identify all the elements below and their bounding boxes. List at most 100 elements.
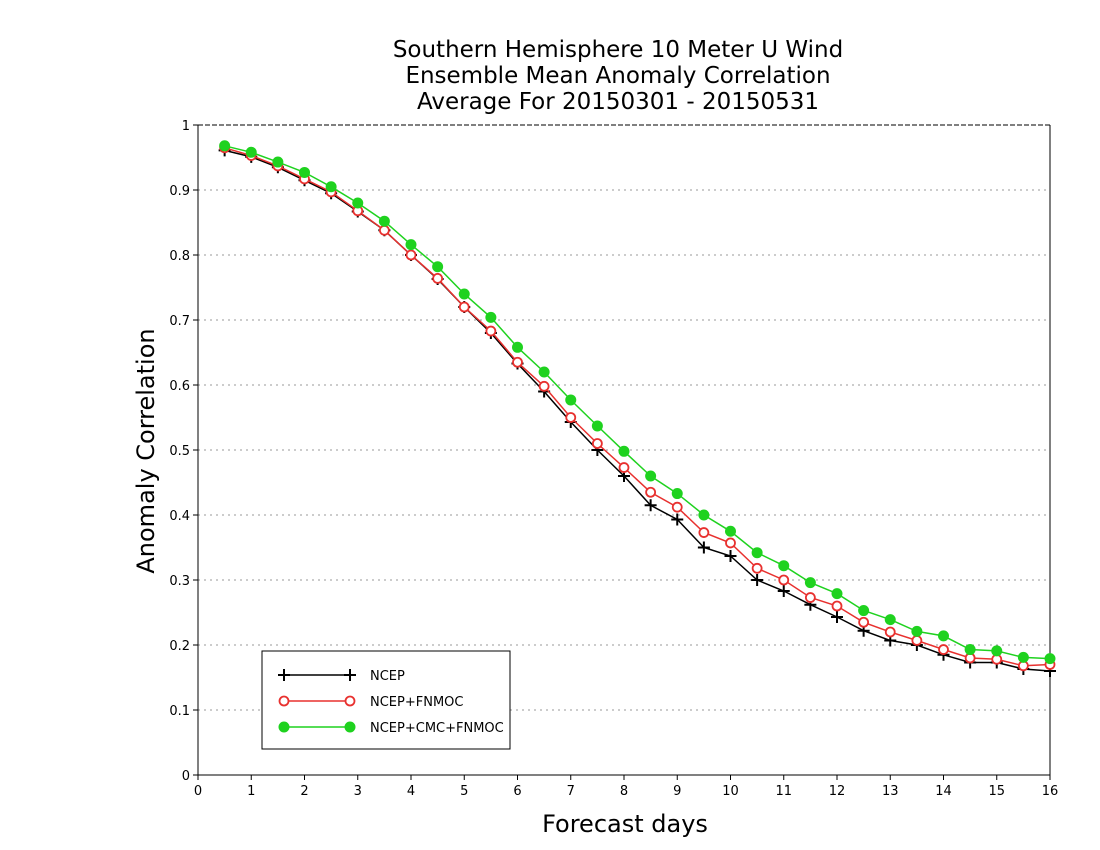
data-point-ncep-cmc-fnmoc xyxy=(378,215,390,227)
y-tick-label: 0.4 xyxy=(169,509,190,524)
x-tick-label: 11 xyxy=(775,784,792,799)
data-point-ncep-cmc-fnmoc xyxy=(884,614,896,626)
y-tick-label: 0.7 xyxy=(169,314,190,329)
data-point-ncep xyxy=(777,585,790,598)
legend-label-ncep-fnmoc: NCEP+FNMOC xyxy=(370,695,463,710)
y-tick-label: 0.6 xyxy=(169,379,190,394)
x-tick-label: 6 xyxy=(513,784,521,799)
data-point-ncep-cmc-fnmoc xyxy=(325,181,337,193)
y-tick-label: 0.8 xyxy=(169,249,190,264)
x-tick-label: 2 xyxy=(300,784,308,799)
legend-marker-ncep-cmc-fnmoc xyxy=(278,721,290,733)
x-tick-label: 15 xyxy=(988,784,1005,799)
data-point-ncep xyxy=(831,611,843,624)
data-point-ncep-fnmoc xyxy=(432,272,444,284)
data-point-ncep-fnmoc xyxy=(405,249,417,261)
data-point-ncep-fnmoc xyxy=(378,224,390,236)
data-point-ncep xyxy=(724,549,737,562)
data-point-ncep-fnmoc xyxy=(618,462,630,473)
data-point-ncep-fnmoc xyxy=(804,592,816,603)
data-point-ncep-cmc-fnmoc xyxy=(245,146,257,158)
x-tick-label: 10 xyxy=(722,784,739,799)
data-point-ncep-cmc-fnmoc xyxy=(645,470,657,482)
y-tick-label: 0.2 xyxy=(169,639,190,654)
data-point-ncep-cmc-fnmoc xyxy=(538,366,550,378)
x-tick-label: 8 xyxy=(620,784,628,799)
data-point-ncep-fnmoc xyxy=(591,438,603,449)
y-tick-label: 0 xyxy=(182,769,190,784)
data-point-ncep-cmc-fnmoc xyxy=(778,560,790,572)
legend-marker-ncep xyxy=(278,669,290,681)
data-point-ncep-fnmoc xyxy=(938,644,949,655)
y-tick-label: 0.9 xyxy=(169,184,190,199)
data-point-ncep-fnmoc xyxy=(911,635,923,646)
data-point-ncep-fnmoc xyxy=(831,600,843,612)
data-point-ncep-cmc-fnmoc xyxy=(591,420,603,432)
x-axis-label: Forecast days xyxy=(542,810,708,838)
data-point-ncep-cmc-fnmoc xyxy=(405,239,417,251)
x-tick-label: 3 xyxy=(354,784,362,799)
x-tick-label: 12 xyxy=(829,784,846,799)
chart-title-line-2: Ensemble Mean Anomaly Correlation xyxy=(405,63,831,89)
data-point-ncep-cmc-fnmoc xyxy=(1044,653,1056,665)
x-tick-label: 14 xyxy=(935,784,952,799)
data-point-ncep-cmc-fnmoc xyxy=(671,488,683,500)
data-point-ncep-cmc-fnmoc xyxy=(804,577,816,589)
series-line-ncep xyxy=(224,149,1051,672)
data-point-ncep-cmc-fnmoc xyxy=(858,605,870,617)
y-tick-label: 0.3 xyxy=(169,574,190,589)
data-point-ncep-fnmoc xyxy=(671,501,683,513)
data-point-ncep-fnmoc xyxy=(458,301,470,313)
data-point-ncep-cmc-fnmoc xyxy=(432,261,444,273)
legend-label-ncep: NCEP xyxy=(370,669,405,684)
data-point-ncep xyxy=(751,574,764,586)
data-point-ncep-cmc-fnmoc xyxy=(299,166,310,178)
y-tick-label: 0.5 xyxy=(169,444,190,459)
legend-marker-ncep xyxy=(344,669,356,681)
x-tick-label: 4 xyxy=(407,784,415,799)
data-point-ncep-cmc-fnmoc xyxy=(618,445,630,457)
x-tick-label: 0 xyxy=(194,784,202,799)
series-line-ncep-cmc-fnmoc xyxy=(224,145,1051,660)
y-tick-label: 1 xyxy=(182,119,190,134)
data-point-ncep-cmc-fnmoc xyxy=(991,645,1003,657)
x-tick-label: 9 xyxy=(673,784,681,799)
data-point-ncep-cmc-fnmoc xyxy=(725,525,736,537)
x-tick-label: 7 xyxy=(567,784,575,799)
data-point-ncep-fnmoc xyxy=(725,537,736,549)
data-point-ncep-fnmoc xyxy=(778,574,790,586)
legend-marker-ncep-cmc-fnmoc xyxy=(344,721,356,733)
legend-box xyxy=(261,650,511,750)
data-point-ncep-cmc-fnmoc xyxy=(938,630,949,642)
chart-title-line-1: Southern Hemisphere 10 Meter U Wind xyxy=(392,37,844,63)
x-tick-label: 1 xyxy=(247,784,255,799)
data-point-ncep-cmc-fnmoc xyxy=(831,588,843,600)
data-point-ncep-fnmoc xyxy=(698,527,710,538)
data-point-ncep-fnmoc xyxy=(751,562,763,574)
data-point-ncep-cmc-fnmoc xyxy=(352,197,364,209)
legend-marker-ncep-fnmoc xyxy=(344,695,356,707)
data-point-ncep-cmc-fnmoc xyxy=(512,341,523,353)
data-point-ncep-cmc-fnmoc xyxy=(219,140,231,152)
data-point-ncep xyxy=(644,499,657,512)
x-tick-label: 13 xyxy=(882,784,899,799)
data-point-ncep-fnmoc xyxy=(645,486,657,498)
data-point-ncep-cmc-fnmoc xyxy=(1017,651,1029,663)
legend-marker-ncep-fnmoc xyxy=(278,695,290,707)
data-point-ncep-cmc-fnmoc xyxy=(272,156,284,168)
data-point-ncep xyxy=(671,513,684,526)
data-point-ncep-cmc-fnmoc xyxy=(565,394,577,406)
data-point-ncep-fnmoc xyxy=(858,616,870,628)
chart-title-line-3: Average For 20150301 - 20150531 xyxy=(416,89,820,115)
x-tick-label: 5 xyxy=(460,784,468,799)
data-point-ncep-cmc-fnmoc xyxy=(751,547,763,559)
y-tick-label: 0.1 xyxy=(169,704,190,719)
x-tick-label: 16 xyxy=(1042,784,1059,799)
data-point-ncep-cmc-fnmoc xyxy=(485,311,497,323)
data-point-ncep-cmc-fnmoc xyxy=(458,288,470,300)
series-line-ncep-fnmoc xyxy=(224,147,1051,667)
data-point-ncep-fnmoc xyxy=(884,626,896,638)
data-point-ncep-fnmoc xyxy=(512,356,523,368)
